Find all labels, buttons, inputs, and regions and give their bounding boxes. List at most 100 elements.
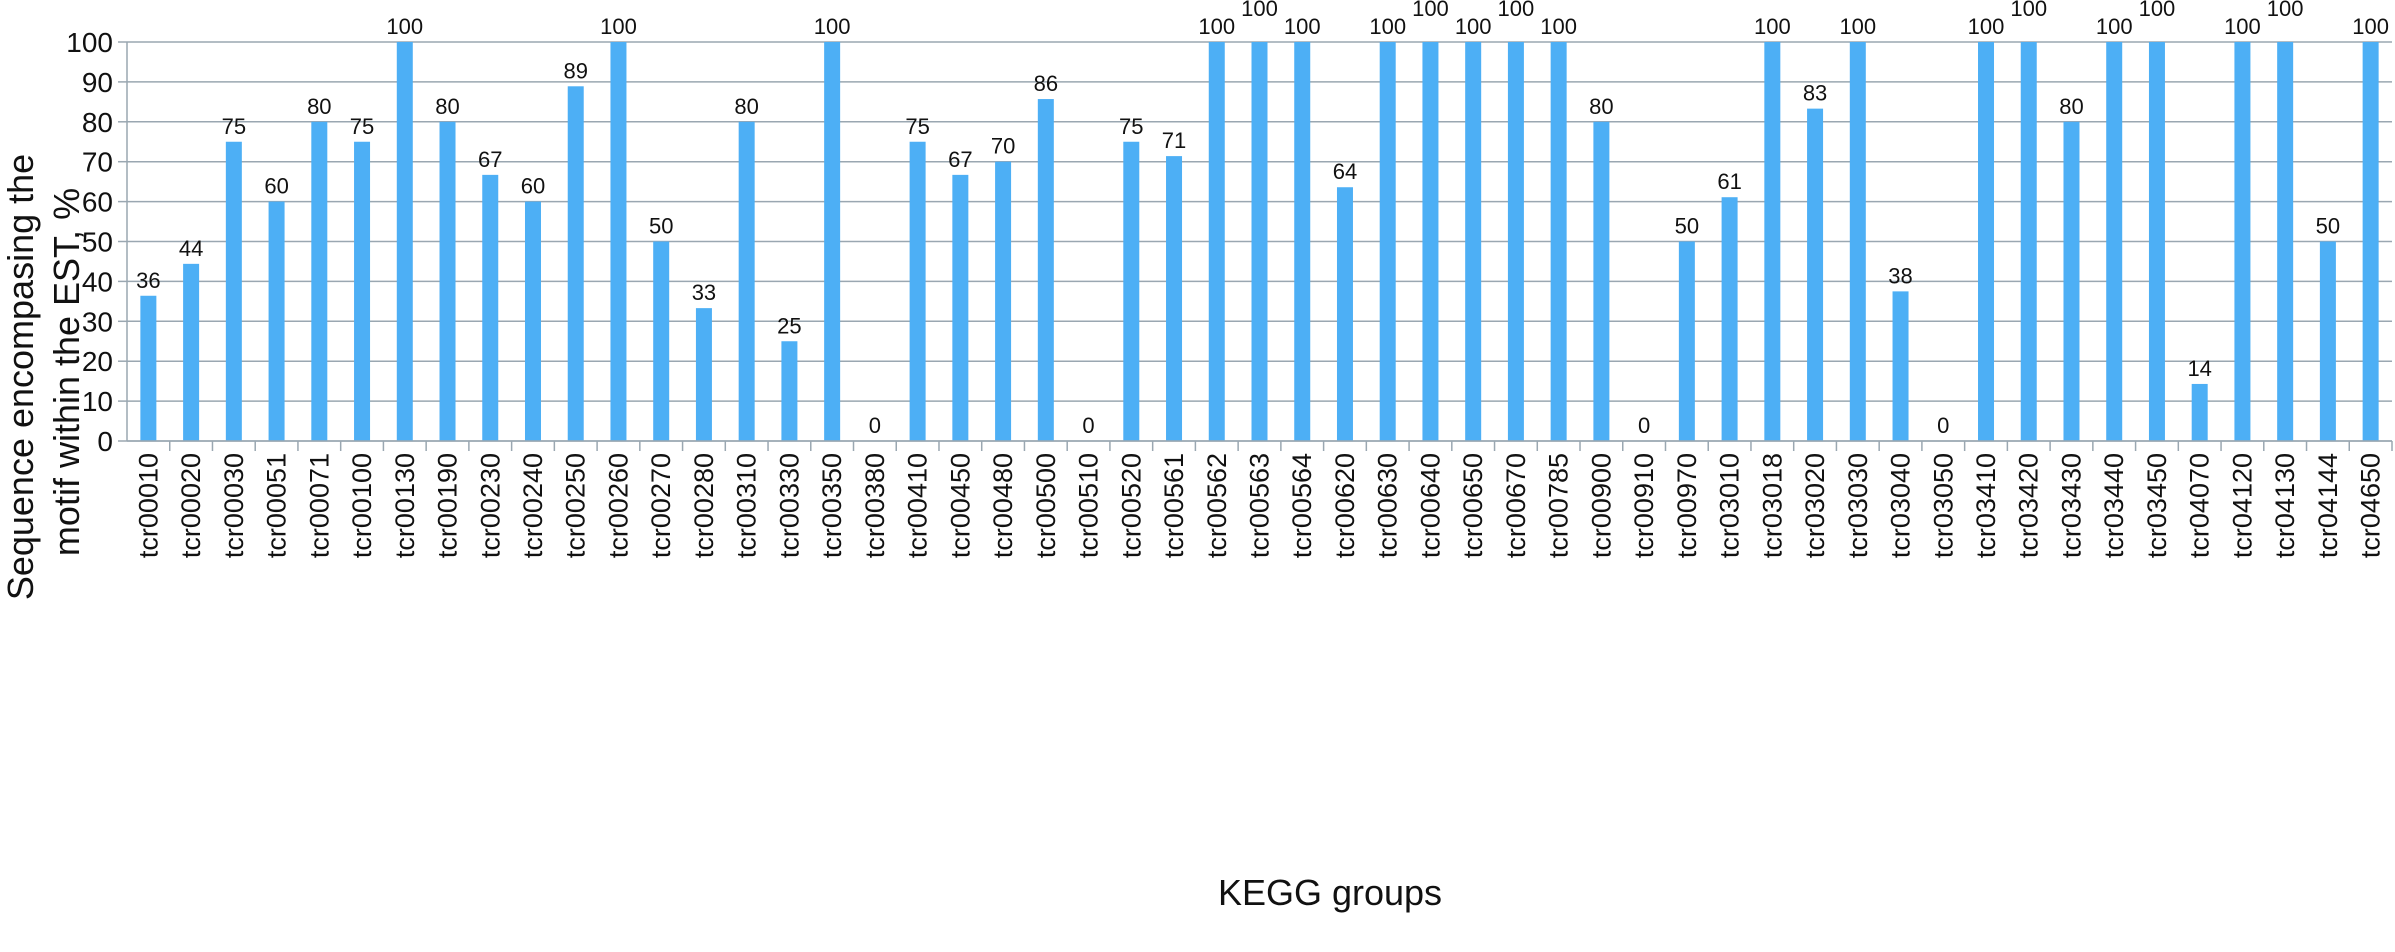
y-tick-label: 30 bbox=[82, 306, 113, 337]
bar bbox=[1422, 42, 1439, 441]
data-label: 44 bbox=[179, 236, 203, 261]
bar bbox=[952, 174, 969, 441]
x-category-label: tcr04130 bbox=[2270, 453, 2300, 558]
data-label: 0 bbox=[869, 413, 881, 438]
x-category-label: tcr00130 bbox=[390, 453, 420, 558]
data-label: 75 bbox=[1119, 114, 1143, 139]
data-label: 89 bbox=[563, 58, 587, 83]
x-category-label: tcr00450 bbox=[945, 453, 975, 558]
data-label: 100 bbox=[1754, 14, 1791, 39]
bar bbox=[995, 161, 1012, 441]
data-label: 0 bbox=[1937, 413, 1949, 438]
x-category-label: tcr03010 bbox=[1715, 453, 1745, 558]
x-category-label: tcr00350 bbox=[817, 453, 847, 558]
data-label: 100 bbox=[2010, 0, 2047, 21]
x-category-label: tcr00071 bbox=[304, 453, 334, 558]
y-tick-label: 100 bbox=[66, 27, 113, 58]
data-label: 75 bbox=[350, 114, 374, 139]
bar bbox=[2148, 42, 2165, 441]
data-label: 25 bbox=[777, 313, 801, 338]
x-category-label: tcr00650 bbox=[1458, 453, 1488, 558]
x-category-label: tcr03410 bbox=[1971, 453, 2001, 558]
bar bbox=[140, 295, 157, 441]
data-label: 61 bbox=[1717, 169, 1741, 194]
x-category-label: tcr00260 bbox=[603, 453, 633, 558]
bar bbox=[2020, 42, 2037, 441]
data-label: 60 bbox=[264, 174, 288, 199]
data-label: 50 bbox=[1675, 214, 1699, 239]
x-category-label: tcr00250 bbox=[561, 453, 591, 558]
data-label: 80 bbox=[1589, 94, 1613, 119]
x-category-label: tcr00280 bbox=[689, 453, 719, 558]
x-category-label: tcr00380 bbox=[860, 453, 890, 558]
x-category-label: tcr03430 bbox=[2056, 453, 2086, 558]
data-label: 38 bbox=[1888, 263, 1912, 288]
x-category-label: tcr00240 bbox=[518, 453, 548, 558]
x-category-label: tcr00640 bbox=[1415, 453, 1445, 558]
data-label: 83 bbox=[1803, 81, 1827, 106]
data-label: 75 bbox=[905, 114, 929, 139]
bar bbox=[1208, 42, 1225, 441]
x-category-label: tcr00010 bbox=[133, 453, 163, 558]
data-label: 80 bbox=[2059, 94, 2083, 119]
x-category-label: tcr04070 bbox=[2185, 453, 2215, 558]
data-label: 86 bbox=[1034, 71, 1058, 96]
bars bbox=[140, 42, 2379, 442]
x-category-label: tcr00270 bbox=[646, 453, 676, 558]
data-label: 80 bbox=[435, 94, 459, 119]
x-category-label: tcr00510 bbox=[1074, 453, 1104, 558]
x-category-label: tcr03450 bbox=[2142, 453, 2172, 558]
bar bbox=[610, 42, 627, 441]
data-label: 70 bbox=[991, 134, 1015, 159]
bar bbox=[396, 42, 413, 441]
data-label: 100 bbox=[600, 14, 637, 39]
x-category-label: tcr03020 bbox=[1800, 453, 1830, 558]
data-label: 100 bbox=[2352, 14, 2389, 39]
axes bbox=[126, 42, 2393, 451]
bar bbox=[1849, 42, 1866, 441]
data-label: 100 bbox=[814, 14, 851, 39]
y-tick-label: 90 bbox=[82, 67, 113, 98]
data-label: 100 bbox=[1198, 14, 1235, 39]
x-category-label: tcr00564 bbox=[1287, 453, 1317, 558]
bar bbox=[1593, 121, 1610, 442]
data-label: 100 bbox=[1412, 0, 1449, 21]
bar bbox=[482, 174, 499, 441]
bar bbox=[354, 141, 371, 441]
bar bbox=[695, 308, 712, 441]
y-tick-label: 70 bbox=[82, 147, 113, 178]
bar bbox=[1507, 42, 1524, 441]
x-category-label: tcr00030 bbox=[219, 453, 249, 558]
bar bbox=[1294, 42, 1311, 441]
bar bbox=[183, 263, 200, 441]
data-label: 60 bbox=[521, 174, 545, 199]
data-label: 75 bbox=[222, 114, 246, 139]
bar bbox=[781, 341, 798, 441]
data-label: 33 bbox=[692, 280, 716, 305]
bar bbox=[268, 201, 285, 441]
bar bbox=[653, 241, 670, 441]
bar bbox=[1123, 141, 1140, 441]
bar bbox=[439, 121, 456, 442]
x-category-label: tcr04144 bbox=[2313, 453, 2343, 558]
data-label: 100 bbox=[1241, 0, 1278, 21]
x-category-label: tcr03018 bbox=[1757, 453, 1787, 558]
bar bbox=[1678, 241, 1695, 441]
x-category-label: tcr04650 bbox=[2356, 453, 2386, 558]
x-category-label: tcr00970 bbox=[1672, 453, 1702, 558]
bar bbox=[1166, 156, 1183, 441]
x-axis-title: KEGG groups bbox=[1218, 872, 1442, 913]
y-axis-title-line-2: motif within the EST, % bbox=[46, 188, 87, 556]
x-category-label: tcr00190 bbox=[433, 453, 463, 558]
x-category-label: tcr00620 bbox=[1330, 453, 1360, 558]
x-category-label: tcr00100 bbox=[347, 453, 377, 558]
data-label: 100 bbox=[2096, 14, 2133, 39]
x-category-label: tcr00670 bbox=[1501, 453, 1531, 558]
bar bbox=[2191, 383, 2208, 441]
bar bbox=[1550, 42, 1567, 441]
data-label: 67 bbox=[478, 147, 502, 172]
bar bbox=[1251, 42, 1268, 441]
x-category-label: tcr00310 bbox=[732, 453, 762, 558]
bar bbox=[567, 86, 584, 441]
